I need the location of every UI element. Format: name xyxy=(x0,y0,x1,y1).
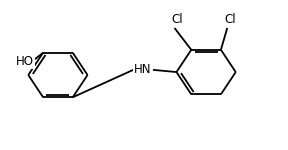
Text: HN: HN xyxy=(134,63,151,76)
Text: Cl: Cl xyxy=(171,13,183,26)
Text: Cl: Cl xyxy=(224,13,236,26)
Text: HO: HO xyxy=(16,55,34,68)
